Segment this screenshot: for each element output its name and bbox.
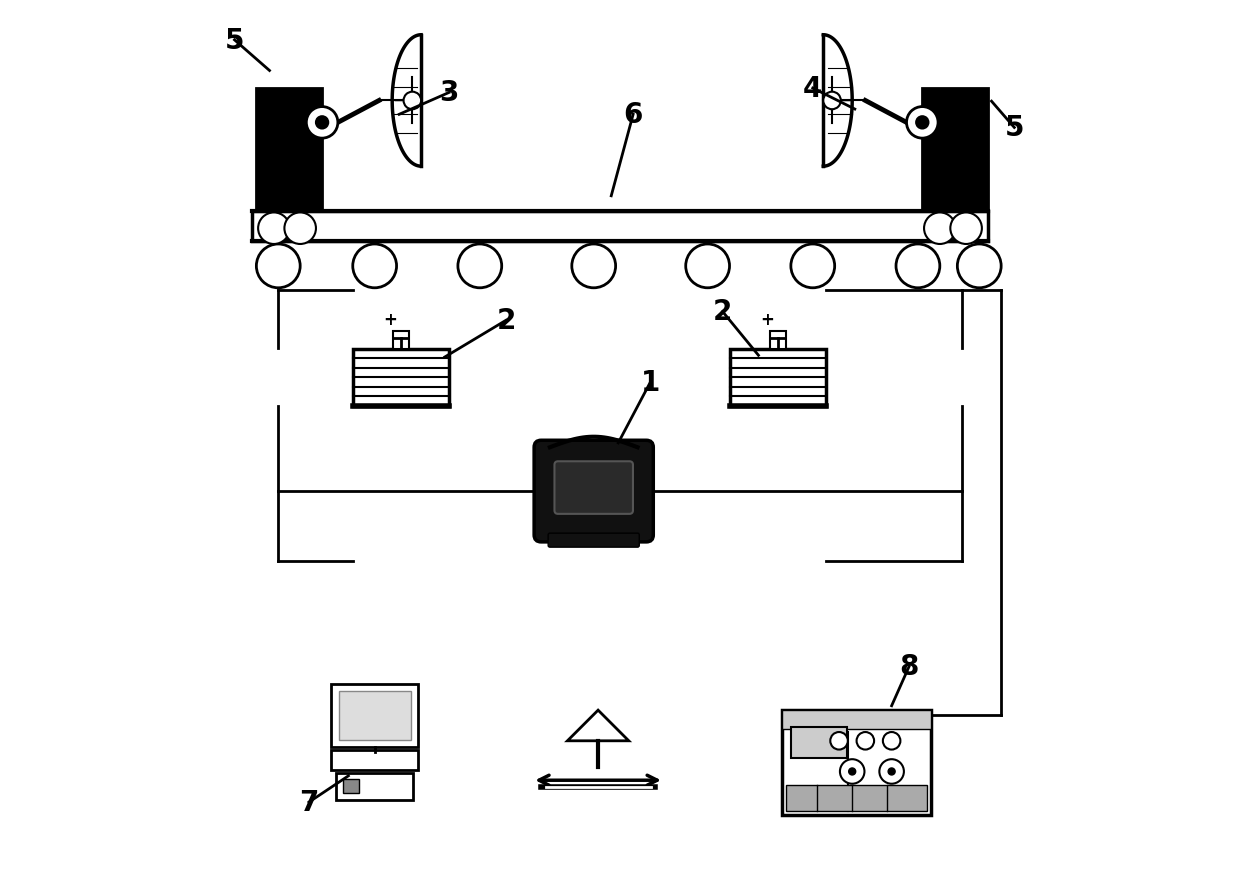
Circle shape [791,245,835,289]
Circle shape [879,759,904,784]
Bar [786,785,926,811]
Text: 4: 4 [804,75,822,103]
Circle shape [883,732,900,750]
Bar [260,93,317,128]
Circle shape [950,213,982,245]
Circle shape [888,768,895,775]
Bar [343,780,358,794]
Circle shape [839,759,864,784]
Circle shape [403,92,422,110]
Text: 5: 5 [1004,114,1024,142]
Circle shape [458,245,502,289]
Circle shape [257,245,300,289]
Circle shape [897,245,940,289]
Bar [393,332,409,349]
Circle shape [916,117,929,129]
Text: 2: 2 [713,299,732,326]
Bar [782,710,931,816]
Circle shape [686,245,729,289]
Circle shape [316,117,329,129]
Circle shape [823,92,841,110]
Circle shape [906,107,939,139]
Bar [791,727,847,759]
Bar [331,751,418,770]
Text: 7: 7 [299,788,319,817]
Text: 3: 3 [439,79,459,107]
FancyBboxPatch shape [554,462,632,515]
Text: +: + [383,311,397,328]
Polygon shape [823,36,852,167]
Bar [257,89,322,212]
Bar [336,774,413,800]
Bar [770,332,786,349]
Text: 8: 8 [899,652,919,680]
Circle shape [306,107,337,139]
Bar [926,93,983,128]
Text: 5: 5 [224,27,244,54]
Circle shape [957,245,1001,289]
Circle shape [258,213,290,245]
Bar [339,691,410,740]
Circle shape [352,245,397,289]
Polygon shape [568,710,629,741]
Circle shape [857,732,874,750]
Text: 1: 1 [641,368,660,396]
Bar [729,349,826,407]
Circle shape [284,213,316,245]
Text: 6: 6 [624,101,642,129]
FancyBboxPatch shape [548,534,640,548]
Text: +: + [760,311,774,328]
Bar [352,349,449,407]
Circle shape [572,245,615,289]
Circle shape [848,768,856,775]
FancyBboxPatch shape [534,441,653,543]
Bar [331,684,418,747]
Text: 2: 2 [496,306,516,335]
Bar [782,710,931,730]
Circle shape [924,213,956,245]
Bar [252,212,988,242]
Circle shape [831,732,848,750]
Bar [923,89,988,212]
Polygon shape [392,36,422,167]
